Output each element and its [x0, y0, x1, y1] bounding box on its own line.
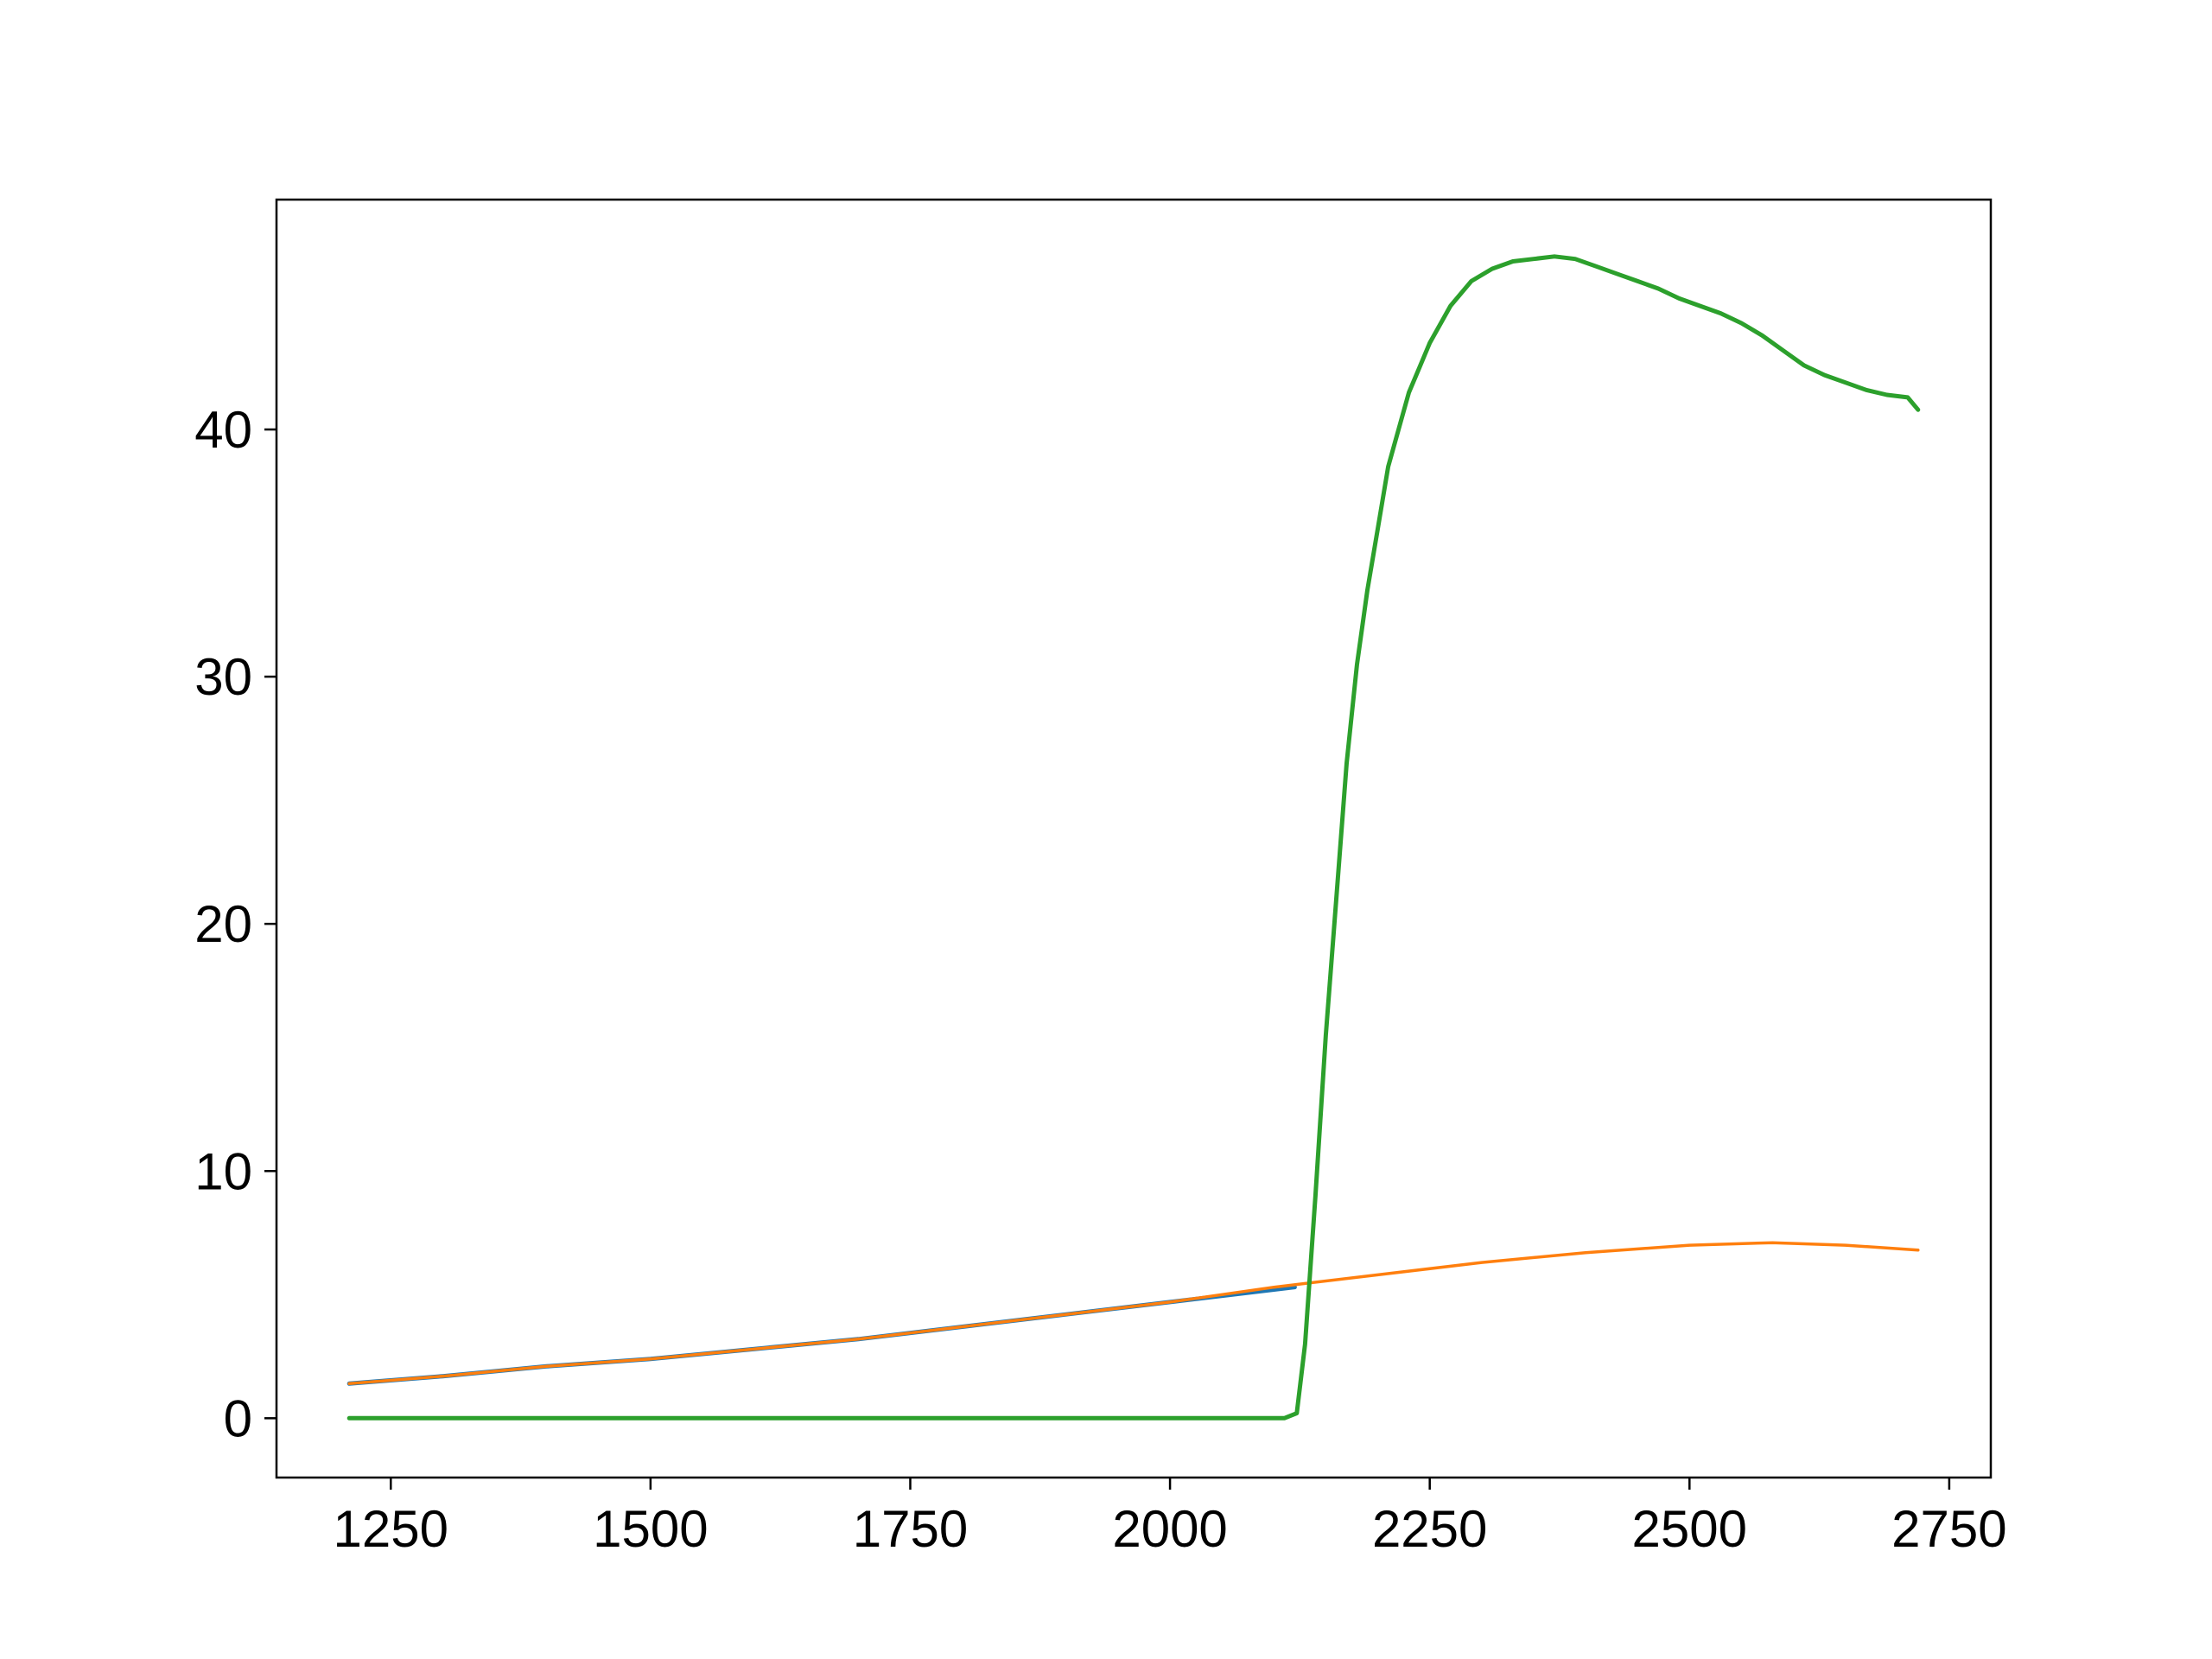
- y-tick-label: 20: [194, 895, 252, 953]
- series-blue-line: [346, 1285, 1297, 1386]
- plot-area: [346, 254, 1921, 1421]
- y-tick-label: 30: [194, 648, 252, 706]
- x-tick-label: 1500: [593, 1500, 708, 1558]
- axes-frame: [275, 198, 1993, 1479]
- x-tick-label: 1750: [853, 1500, 968, 1558]
- x-tick-label: 2750: [1891, 1500, 2006, 1558]
- x-axis: 1250 1500 1750 2000 2250 2500 2750: [334, 1478, 2007, 1558]
- y-tick-label: 10: [194, 1142, 252, 1200]
- y-tick-label: 40: [194, 401, 252, 459]
- x-tick-label: 2250: [1372, 1500, 1487, 1558]
- x-tick-label: 1250: [334, 1500, 448, 1558]
- y-axis: 0 10 20 30 40: [194, 401, 276, 1447]
- x-tick-label: 2500: [1632, 1500, 1747, 1558]
- y-tick-label: 0: [224, 1389, 252, 1447]
- series-orange-line: [347, 1241, 1920, 1386]
- series-green-line: [346, 254, 1921, 1421]
- x-tick-label: 2000: [1112, 1500, 1227, 1558]
